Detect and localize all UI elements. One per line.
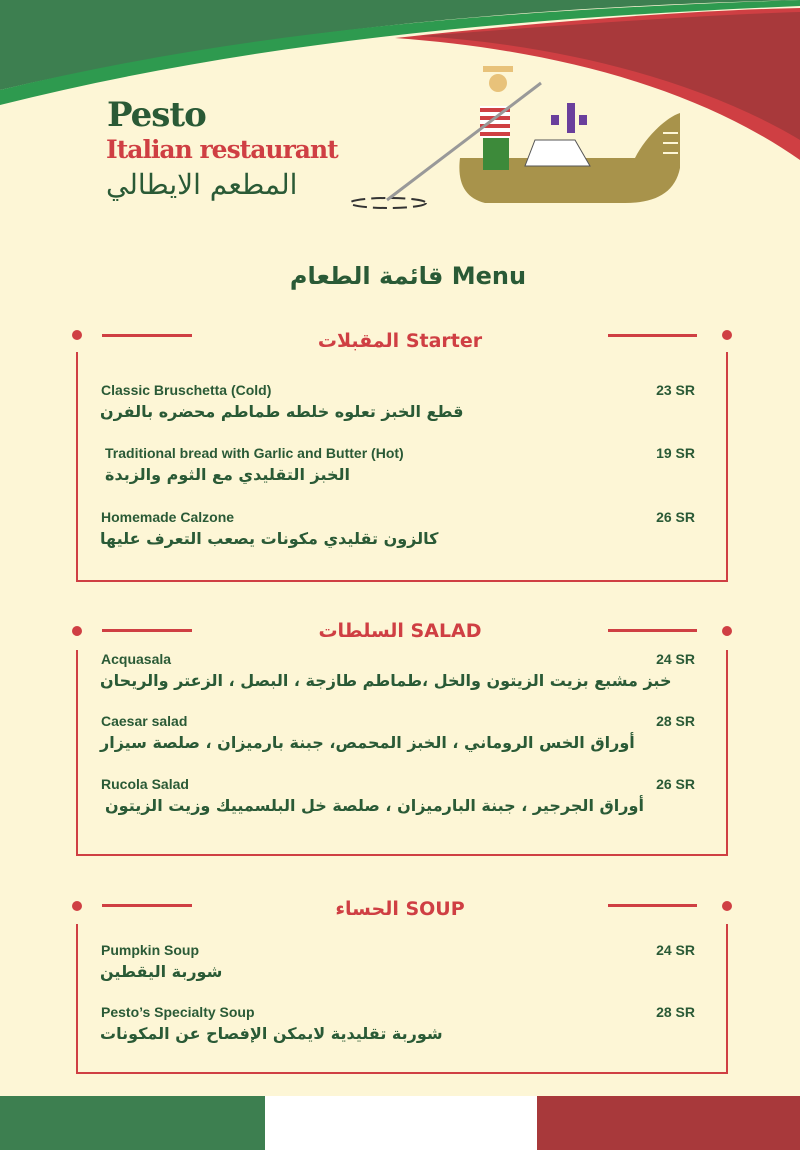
item-name: Traditional bread with Garlic and Butter… — [105, 445, 404, 461]
item-description: الخبز التقليدي مع الثوم والزبدة — [105, 465, 350, 484]
menu-title: قائمة الطعام Menu — [289, 262, 527, 290]
item-name: Classic Bruschetta (Cold) — [101, 382, 272, 398]
brand-name: Pesto — [107, 95, 207, 135]
item-name: Homemade Calzone — [101, 509, 235, 525]
header-dot-right — [722, 901, 732, 911]
flag-stripe-red — [537, 1096, 800, 1150]
header-line-right — [608, 904, 697, 907]
flag-stripe-white — [265, 1096, 537, 1150]
header-dot-right — [722, 330, 732, 340]
item-name: Pumpkin Soup — [101, 942, 199, 958]
item-description: شوربة تقليدية لايمكن الإفصاح عن المكونات — [100, 1024, 443, 1043]
section-frame — [76, 352, 728, 582]
item-name: Rucola Salad — [101, 776, 189, 792]
item-description: كالزون تقليدي مكونات يصعب التعرف عليها — [100, 529, 439, 548]
item-price: 28 SR — [656, 713, 695, 729]
header-line-right — [608, 629, 697, 632]
header-dot-left — [72, 901, 82, 911]
header-line-left — [102, 334, 192, 337]
section-frame — [76, 924, 728, 1074]
header-dot-left — [72, 626, 82, 636]
header-dot-right — [722, 626, 732, 636]
flag-stripe-green — [0, 1096, 265, 1150]
section-frame — [76, 650, 728, 856]
section-title: الحساء SOUP — [335, 898, 465, 920]
item-name: Acquasala — [101, 651, 172, 667]
header-dot-left — [72, 330, 82, 340]
item-name: Caesar salad — [101, 713, 188, 729]
item-description: خبز مشبع بزيت الزيتون والخل ،طماطم طازجة… — [100, 671, 672, 690]
header-line-left — [102, 629, 192, 632]
header-swoosh-decoration — [0, 0, 800, 160]
item-price: 26 SR — [656, 776, 695, 792]
item-price: 19 SR — [656, 445, 695, 461]
item-description: قطع الخبز تعلوه خلطه طماطم محضره بالفرن — [100, 402, 464, 421]
item-price: 24 SR — [656, 651, 695, 667]
header-line-right — [608, 334, 697, 337]
section-title: السلطات SALAD — [318, 620, 482, 642]
item-price: 23 SR — [656, 382, 695, 398]
item-price: 26 SR — [656, 509, 695, 525]
item-price: 24 SR — [656, 942, 695, 958]
brand-subtitle: Italian restaurant — [106, 135, 339, 164]
brand-subtitle-arabic: المطعم الايطالي — [106, 168, 298, 201]
item-description: أوراق الخس الروماني ، الخبز المحمص، جبنة… — [100, 733, 635, 752]
section-title: المقبلات Starter — [317, 330, 483, 352]
item-name: Pesto’s Specialty Soup — [101, 1004, 255, 1020]
gondolier-illustration — [349, 66, 680, 209]
header-line-left — [102, 904, 192, 907]
item-description: شوربة اليقطين — [100, 962, 223, 981]
item-description: أوراق الجرجير ، جبنة البارميزان ، صلصة خ… — [105, 796, 644, 815]
item-price: 28 SR — [656, 1004, 695, 1020]
